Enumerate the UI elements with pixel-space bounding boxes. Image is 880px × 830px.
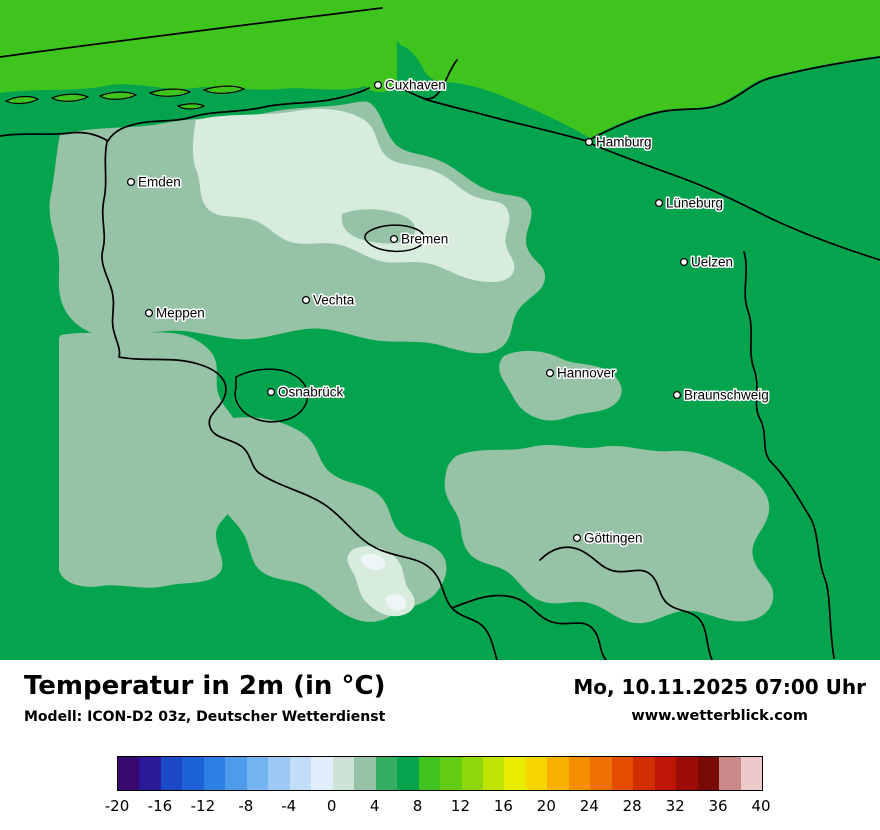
- city-marker: Hamburg: [584, 133, 653, 151]
- legend-cell: [246, 757, 269, 790]
- temperature-legend: -20 -16 -12 -8 -4 0 4 8 12 16 20 24 28 32 36 40: [105, 756, 771, 817]
- city-markers: Cuxhaven Hamburg Emden Lüneburg Bremen Uelzen…: [126, 76, 770, 547]
- legend-cell: [654, 757, 677, 790]
- legend-cell: [590, 757, 612, 790]
- legend-cell: [203, 757, 226, 790]
- city-dot-icon: [389, 234, 399, 244]
- legend-tick: 4: [369, 797, 380, 815]
- legend-bar: [117, 756, 763, 791]
- city-label: Lüneburg: [666, 196, 723, 211]
- city-label: Hannover: [557, 366, 616, 381]
- city-dot-icon: [373, 80, 383, 90]
- page-title: Temperatur in 2m (in °C): [24, 671, 386, 701]
- legend-cell: [697, 757, 720, 790]
- legend-tick: 0: [326, 797, 337, 815]
- city-dot-icon: [672, 390, 682, 400]
- legend-cell: [525, 757, 548, 790]
- legend-cell: [397, 757, 419, 790]
- temperature-map: Cuxhaven Hamburg Emden Lüneburg Bremen Uelzen…: [0, 0, 880, 660]
- legend-cell: [118, 757, 140, 790]
- city-dot-icon: [266, 387, 276, 397]
- legend-cell: [311, 757, 333, 790]
- legend-cell: [633, 757, 655, 790]
- legend-tick: -12: [190, 797, 216, 815]
- legend-tick: 8: [412, 797, 423, 815]
- island-shapes: [4, 85, 246, 110]
- legend-tick: 40: [751, 797, 771, 815]
- legend-cell: [289, 757, 312, 790]
- city-label: Osnabrück: [278, 385, 344, 400]
- city-label: Göttingen: [584, 531, 643, 546]
- city-marker: Göttingen: [572, 529, 644, 547]
- city-dot-icon: [301, 295, 311, 305]
- legend-cell: [740, 757, 763, 790]
- website-url: www.wetterblick.com: [631, 708, 808, 724]
- legend-tick: -8: [238, 797, 254, 815]
- legend-cell: [719, 757, 741, 790]
- legend-cell: [482, 757, 505, 790]
- map-footer: Temperatur in 2m (in °C) Modell: ICON-D2…: [0, 660, 880, 830]
- city-dot-icon: [126, 177, 136, 187]
- legend-tick: -20: [104, 797, 130, 815]
- city-label: Braunschweig: [684, 388, 769, 403]
- city-label: Bremen: [401, 232, 448, 247]
- legend-tick: 12: [450, 797, 470, 815]
- legend-cell: [354, 757, 376, 790]
- border-lines: [0, 7, 880, 660]
- city-marker: Osnabrück: [266, 383, 345, 401]
- legend-cell: [268, 757, 290, 790]
- valid-datetime: Mo, 10.11.2025 07:00 Uhr: [573, 675, 866, 699]
- city-marker: Braunschweig: [672, 386, 770, 404]
- city-marker: Lüneburg: [654, 194, 725, 212]
- city-marker: Emden: [126, 173, 182, 191]
- mild-regions: [49, 101, 774, 624]
- legend-cell: [504, 757, 526, 790]
- legend-cell: [375, 757, 398, 790]
- legend-tick: -4: [281, 797, 297, 815]
- legend-tick: -16: [147, 797, 173, 815]
- legend-tick: 36: [708, 797, 728, 815]
- model-info: Modell: ICON-D2 03z, Deutscher Wetterdie…: [24, 709, 386, 725]
- city-dot-icon: [545, 368, 555, 378]
- legend-cell: [461, 757, 483, 790]
- legend-cell: [440, 757, 462, 790]
- city-dot-icon: [584, 137, 594, 147]
- legend-cell: [160, 757, 183, 790]
- warm-band-region: [0, 0, 880, 138]
- legend-cell: [139, 757, 161, 790]
- city-marker: Vechta: [301, 291, 356, 309]
- legend-cell: [225, 757, 247, 790]
- city-dot-icon: [144, 308, 154, 318]
- footer-right-column: Mo, 10.11.2025 07:00 Uhr www.wetterblick…: [573, 675, 866, 724]
- city-label: Vechta: [313, 293, 355, 308]
- city-marker: Uelzen: [679, 253, 735, 271]
- cool-regions: [192, 108, 515, 617]
- city-marker: Cuxhaven: [373, 76, 447, 94]
- city-marker: Bremen: [389, 230, 450, 248]
- city-marker: Hannover: [545, 364, 618, 382]
- legend-ticks: -20 -16 -12 -8 -4 0 4 8 12 16 20 24 28 32 36 40: [105, 797, 771, 817]
- city-marker: Meppen: [144, 304, 206, 322]
- legend-cell: [611, 757, 634, 790]
- legend-tick: 16: [493, 797, 513, 815]
- city-label: Hamburg: [596, 135, 652, 150]
- legend-tick: 20: [536, 797, 556, 815]
- city-dot-icon: [679, 257, 689, 267]
- city-label: Emden: [138, 175, 181, 190]
- legend-cell: [332, 757, 355, 790]
- city-label: Uelzen: [691, 255, 733, 270]
- legend-cell: [568, 757, 591, 790]
- city-label: Meppen: [156, 306, 205, 321]
- city-dot-icon: [654, 198, 664, 208]
- legend-tick: 32: [665, 797, 685, 815]
- legend-tick: 24: [579, 797, 599, 815]
- legend-cell: [547, 757, 569, 790]
- legend-cell: [418, 757, 441, 790]
- legend-cell: [676, 757, 698, 790]
- legend-tick: 28: [622, 797, 642, 815]
- legend-cell: [182, 757, 204, 790]
- city-label: Cuxhaven: [385, 78, 446, 93]
- city-dot-icon: [572, 533, 582, 543]
